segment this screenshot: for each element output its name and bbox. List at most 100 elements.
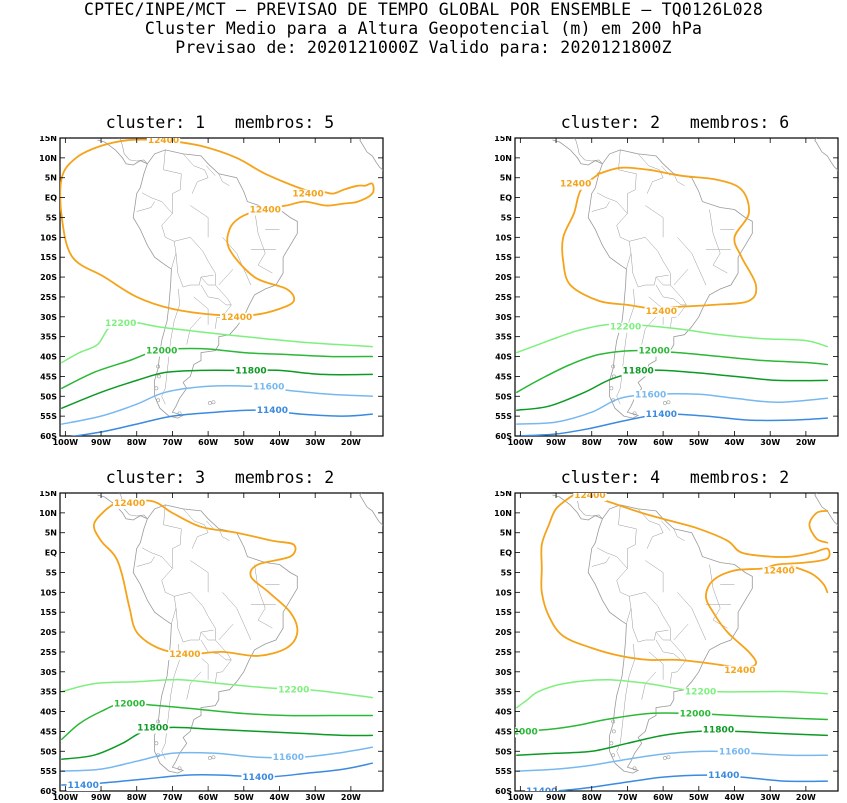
country-border (596, 149, 637, 215)
lat-tick-label: 10S (40, 588, 57, 597)
country-border (709, 209, 728, 274)
island-outline (156, 398, 161, 403)
africa-outline (359, 493, 383, 526)
lat-tick-label: 35S (495, 688, 512, 697)
country-border (637, 508, 664, 549)
lon-tick-label: 30W (305, 793, 325, 801)
island-outline (156, 364, 161, 369)
lon-tick-label: 40W (725, 793, 745, 801)
lon-tick-label: 80W (127, 793, 147, 801)
country-border (218, 528, 230, 541)
lat-tick-label: 30S (40, 313, 57, 322)
africa-outline (359, 138, 383, 171)
contour-label: 11800 (622, 366, 653, 376)
lat-tick-label: 40S (40, 353, 57, 362)
country-border (175, 253, 184, 288)
lon-tick-label: 70W (162, 438, 182, 446)
lat-tick-label: 5N (500, 529, 512, 538)
island-outline (156, 374, 161, 379)
lat-tick-label: EQ (45, 194, 57, 203)
lat-tick-label: 20S (495, 273, 512, 282)
contour-label: 11400 (646, 410, 677, 420)
country-border (641, 316, 657, 345)
lat-tick-label: 10N (39, 509, 57, 518)
contour-label: 11600 (253, 382, 284, 392)
lat-tick-label: EQ (500, 194, 512, 203)
country-border (655, 631, 671, 641)
lat-tick-label: 55S (40, 767, 57, 776)
country-border (218, 268, 234, 286)
lon-tick-label: 70W (162, 793, 182, 801)
country-border (141, 504, 182, 570)
lat-tick-label: 10N (494, 509, 512, 518)
lat-tick-label: 5S (46, 213, 58, 222)
lat-tick-label: 15N (39, 491, 57, 498)
lon-tick-label: 20W (796, 438, 816, 446)
contour-label: 11600 (635, 390, 666, 400)
lat-tick-label: 5S (501, 213, 513, 222)
lat-tick-label: EQ (500, 549, 512, 558)
island-outline (666, 400, 671, 405)
country-border (222, 237, 252, 286)
country-border (183, 629, 214, 643)
country-border (200, 284, 232, 306)
contour-map: 12400 12400 12200 12000 11800 11600 11400 15N 10… (494, 136, 839, 446)
contour-label: 12400 (250, 206, 281, 216)
contour-label: 12400 (292, 190, 323, 200)
island-outline (208, 756, 212, 760)
lon-tick-label: 100W (53, 438, 79, 446)
lat-tick-label: 35S (40, 688, 57, 697)
country-border (637, 153, 664, 194)
contour-line-11400 (70, 409, 374, 436)
country-border (638, 629, 669, 643)
plot-frame (59, 137, 384, 437)
lon-tick-label: 80W (127, 438, 147, 446)
lat-tick-label: 40S (495, 353, 512, 362)
country-border (190, 560, 209, 593)
contour-label: 12000 (146, 347, 177, 357)
lat-tick-label: 25S (40, 293, 57, 302)
contour-line-12000 (61, 347, 374, 390)
contour-line-12000 (61, 702, 374, 741)
lat-tick-label: 35S (40, 333, 57, 342)
lon-tick-label: 90W (91, 438, 111, 446)
country-border (645, 205, 664, 238)
lon-tick-label: 100W (508, 793, 534, 801)
contour-line-11400 (61, 762, 374, 786)
contour-line-12200 (61, 321, 374, 364)
island-outline (156, 719, 161, 724)
lat-tick-label: 30S (495, 313, 512, 322)
lat-tick-label: 10N (494, 154, 512, 163)
lon-tick-label: 60W (653, 438, 673, 446)
island-outline (666, 755, 671, 760)
lat-tick-label: 45S (40, 727, 57, 736)
lat-tick-label: 10S (495, 233, 512, 242)
contour-label: 12200 (610, 323, 641, 333)
lon-tick-label: 70W (617, 793, 637, 801)
country-border (218, 623, 234, 641)
lon-tick-label: 30W (305, 438, 325, 446)
contour-label: 12400 (646, 307, 677, 317)
lat-tick-label: 40S (40, 708, 57, 717)
continent-outline (132, 504, 298, 774)
country-border (655, 276, 671, 286)
lon-tick-label: 100W (508, 438, 534, 446)
lat-tick-label: 10N (39, 154, 57, 163)
map-panel-cluster-4: cluster: 4 membros: 2 12400 12400 12400 122… (475, 469, 847, 801)
lon-tick-label: 90W (91, 793, 111, 801)
lat-tick-label: 60S (40, 432, 57, 441)
lat-tick-label: 50S (495, 747, 512, 756)
plot-frame (514, 492, 839, 792)
contour-line-12200 (516, 323, 829, 354)
contour-label: 12200 (278, 686, 309, 696)
central-america-outline (97, 139, 148, 166)
lat-tick-label: 45S (40, 372, 57, 381)
contour-line-12400 (60, 138, 375, 317)
lat-tick-label: 20S (40, 628, 57, 637)
island-outline (609, 386, 614, 391)
country-border (254, 209, 273, 274)
contour-label: 11600 (273, 753, 304, 763)
contour-line-11400 (544, 774, 829, 791)
contour-label: 12000 (680, 710, 711, 720)
contour-label: 12400 (169, 650, 200, 660)
